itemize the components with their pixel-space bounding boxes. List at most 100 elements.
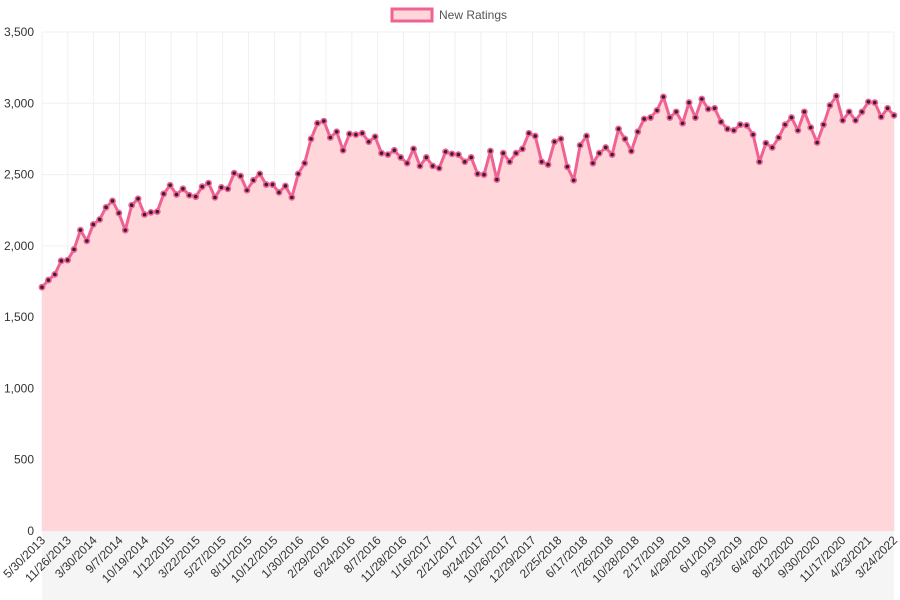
data-point[interactable]	[685, 99, 693, 106]
data-point[interactable]	[70, 246, 78, 253]
data-point[interactable]	[480, 171, 488, 178]
data-point[interactable]	[371, 133, 379, 141]
data-point[interactable]	[294, 170, 302, 178]
data-point[interactable]	[38, 283, 46, 291]
data-point[interactable]	[820, 121, 827, 129]
data-point[interactable]	[666, 114, 674, 121]
data-point[interactable]	[749, 131, 757, 139]
data-point[interactable]	[256, 170, 264, 178]
data-point[interactable]	[762, 139, 770, 147]
data-point[interactable]	[45, 276, 52, 284]
data-point[interactable]	[422, 154, 430, 161]
data-point[interactable]	[141, 211, 148, 218]
data-point[interactable]	[57, 257, 65, 265]
data-point[interactable]	[416, 162, 424, 170]
data-point[interactable]	[570, 176, 578, 184]
data-point[interactable]	[442, 148, 449, 156]
data-point[interactable]	[692, 114, 699, 121]
data-point[interactable]	[653, 107, 661, 114]
data-point[interactable]	[576, 141, 584, 149]
legend-label[interactable]: New Ratings	[439, 8, 507, 22]
data-point[interactable]	[378, 149, 385, 157]
data-point[interactable]	[538, 158, 546, 166]
data-point[interactable]	[602, 144, 610, 151]
data-point[interactable]	[813, 139, 821, 146]
data-point[interactable]	[448, 150, 456, 158]
data-point[interactable]	[724, 125, 731, 133]
data-point[interactable]	[768, 144, 776, 151]
data-point[interactable]	[205, 179, 212, 187]
data-point[interactable]	[589, 159, 597, 167]
legend-swatch[interactable]	[390, 7, 434, 23]
data-point[interactable]	[704, 105, 712, 113]
data-point[interactable]	[77, 226, 84, 234]
data-point[interactable]	[794, 126, 802, 134]
data-point[interactable]	[153, 208, 161, 216]
data-point[interactable]	[288, 193, 296, 201]
data-point[interactable]	[243, 186, 251, 194]
data-point[interactable]	[262, 181, 270, 188]
data-point[interactable]	[583, 132, 590, 140]
data-point[interactable]	[89, 221, 97, 228]
data-point[interactable]	[544, 161, 552, 168]
data-point[interactable]	[166, 181, 174, 189]
data-point[interactable]	[531, 132, 539, 140]
data-point[interactable]	[185, 191, 193, 199]
data-point[interactable]	[198, 183, 206, 191]
data-point[interactable]	[160, 190, 168, 198]
data-point[interactable]	[845, 108, 853, 116]
data-point[interactable]	[743, 121, 751, 129]
data-point[interactable]	[551, 138, 558, 146]
data-point[interactable]	[563, 163, 571, 171]
data-point[interactable]	[403, 159, 411, 167]
data-point[interactable]	[679, 119, 686, 127]
data-point[interactable]	[506, 158, 514, 166]
data-point[interactable]	[525, 129, 533, 137]
data-point[interactable]	[595, 149, 603, 157]
data-point[interactable]	[493, 176, 501, 183]
data-point[interactable]	[102, 203, 110, 211]
data-point[interactable]	[365, 138, 373, 146]
data-point[interactable]	[352, 131, 360, 139]
data-point[interactable]	[410, 145, 417, 153]
data-point[interactable]	[756, 158, 763, 166]
data-point[interactable]	[474, 170, 482, 178]
data-point[interactable]	[736, 121, 744, 129]
data-point[interactable]	[640, 115, 648, 123]
data-point[interactable]	[275, 188, 283, 196]
data-point[interactable]	[173, 191, 180, 198]
data-point[interactable]	[211, 193, 219, 201]
data-point[interactable]	[301, 159, 309, 167]
data-point[interactable]	[871, 99, 879, 106]
data-point[interactable]	[659, 93, 667, 101]
data-point[interactable]	[282, 182, 289, 190]
data-point[interactable]	[890, 112, 898, 119]
data-point[interactable]	[147, 208, 155, 216]
data-point[interactable]	[615, 125, 622, 133]
data-point[interactable]	[730, 126, 738, 134]
data-point[interactable]	[884, 104, 891, 112]
data-point[interactable]	[358, 129, 366, 137]
data-point[interactable]	[461, 158, 469, 166]
legend[interactable]: New Ratings	[390, 7, 507, 23]
data-point[interactable]	[864, 98, 872, 106]
data-point[interactable]	[83, 237, 91, 245]
data-point[interactable]	[314, 119, 321, 127]
data-point[interactable]	[346, 130, 353, 138]
data-point[interactable]	[608, 151, 616, 159]
data-point[interactable]	[320, 117, 328, 125]
data-point[interactable]	[781, 121, 789, 129]
data-point[interactable]	[121, 226, 129, 234]
data-point[interactable]	[775, 134, 783, 141]
data-point[interactable]	[269, 181, 277, 188]
data-point[interactable]	[115, 209, 123, 217]
data-point[interactable]	[390, 146, 398, 154]
data-point[interactable]	[96, 216, 104, 223]
data-point[interactable]	[134, 195, 142, 203]
data-point[interactable]	[454, 151, 462, 159]
data-point[interactable]	[192, 193, 200, 201]
data-point[interactable]	[224, 185, 232, 193]
data-point[interactable]	[307, 135, 315, 143]
data-point[interactable]	[467, 154, 475, 161]
data-point[interactable]	[839, 116, 847, 124]
